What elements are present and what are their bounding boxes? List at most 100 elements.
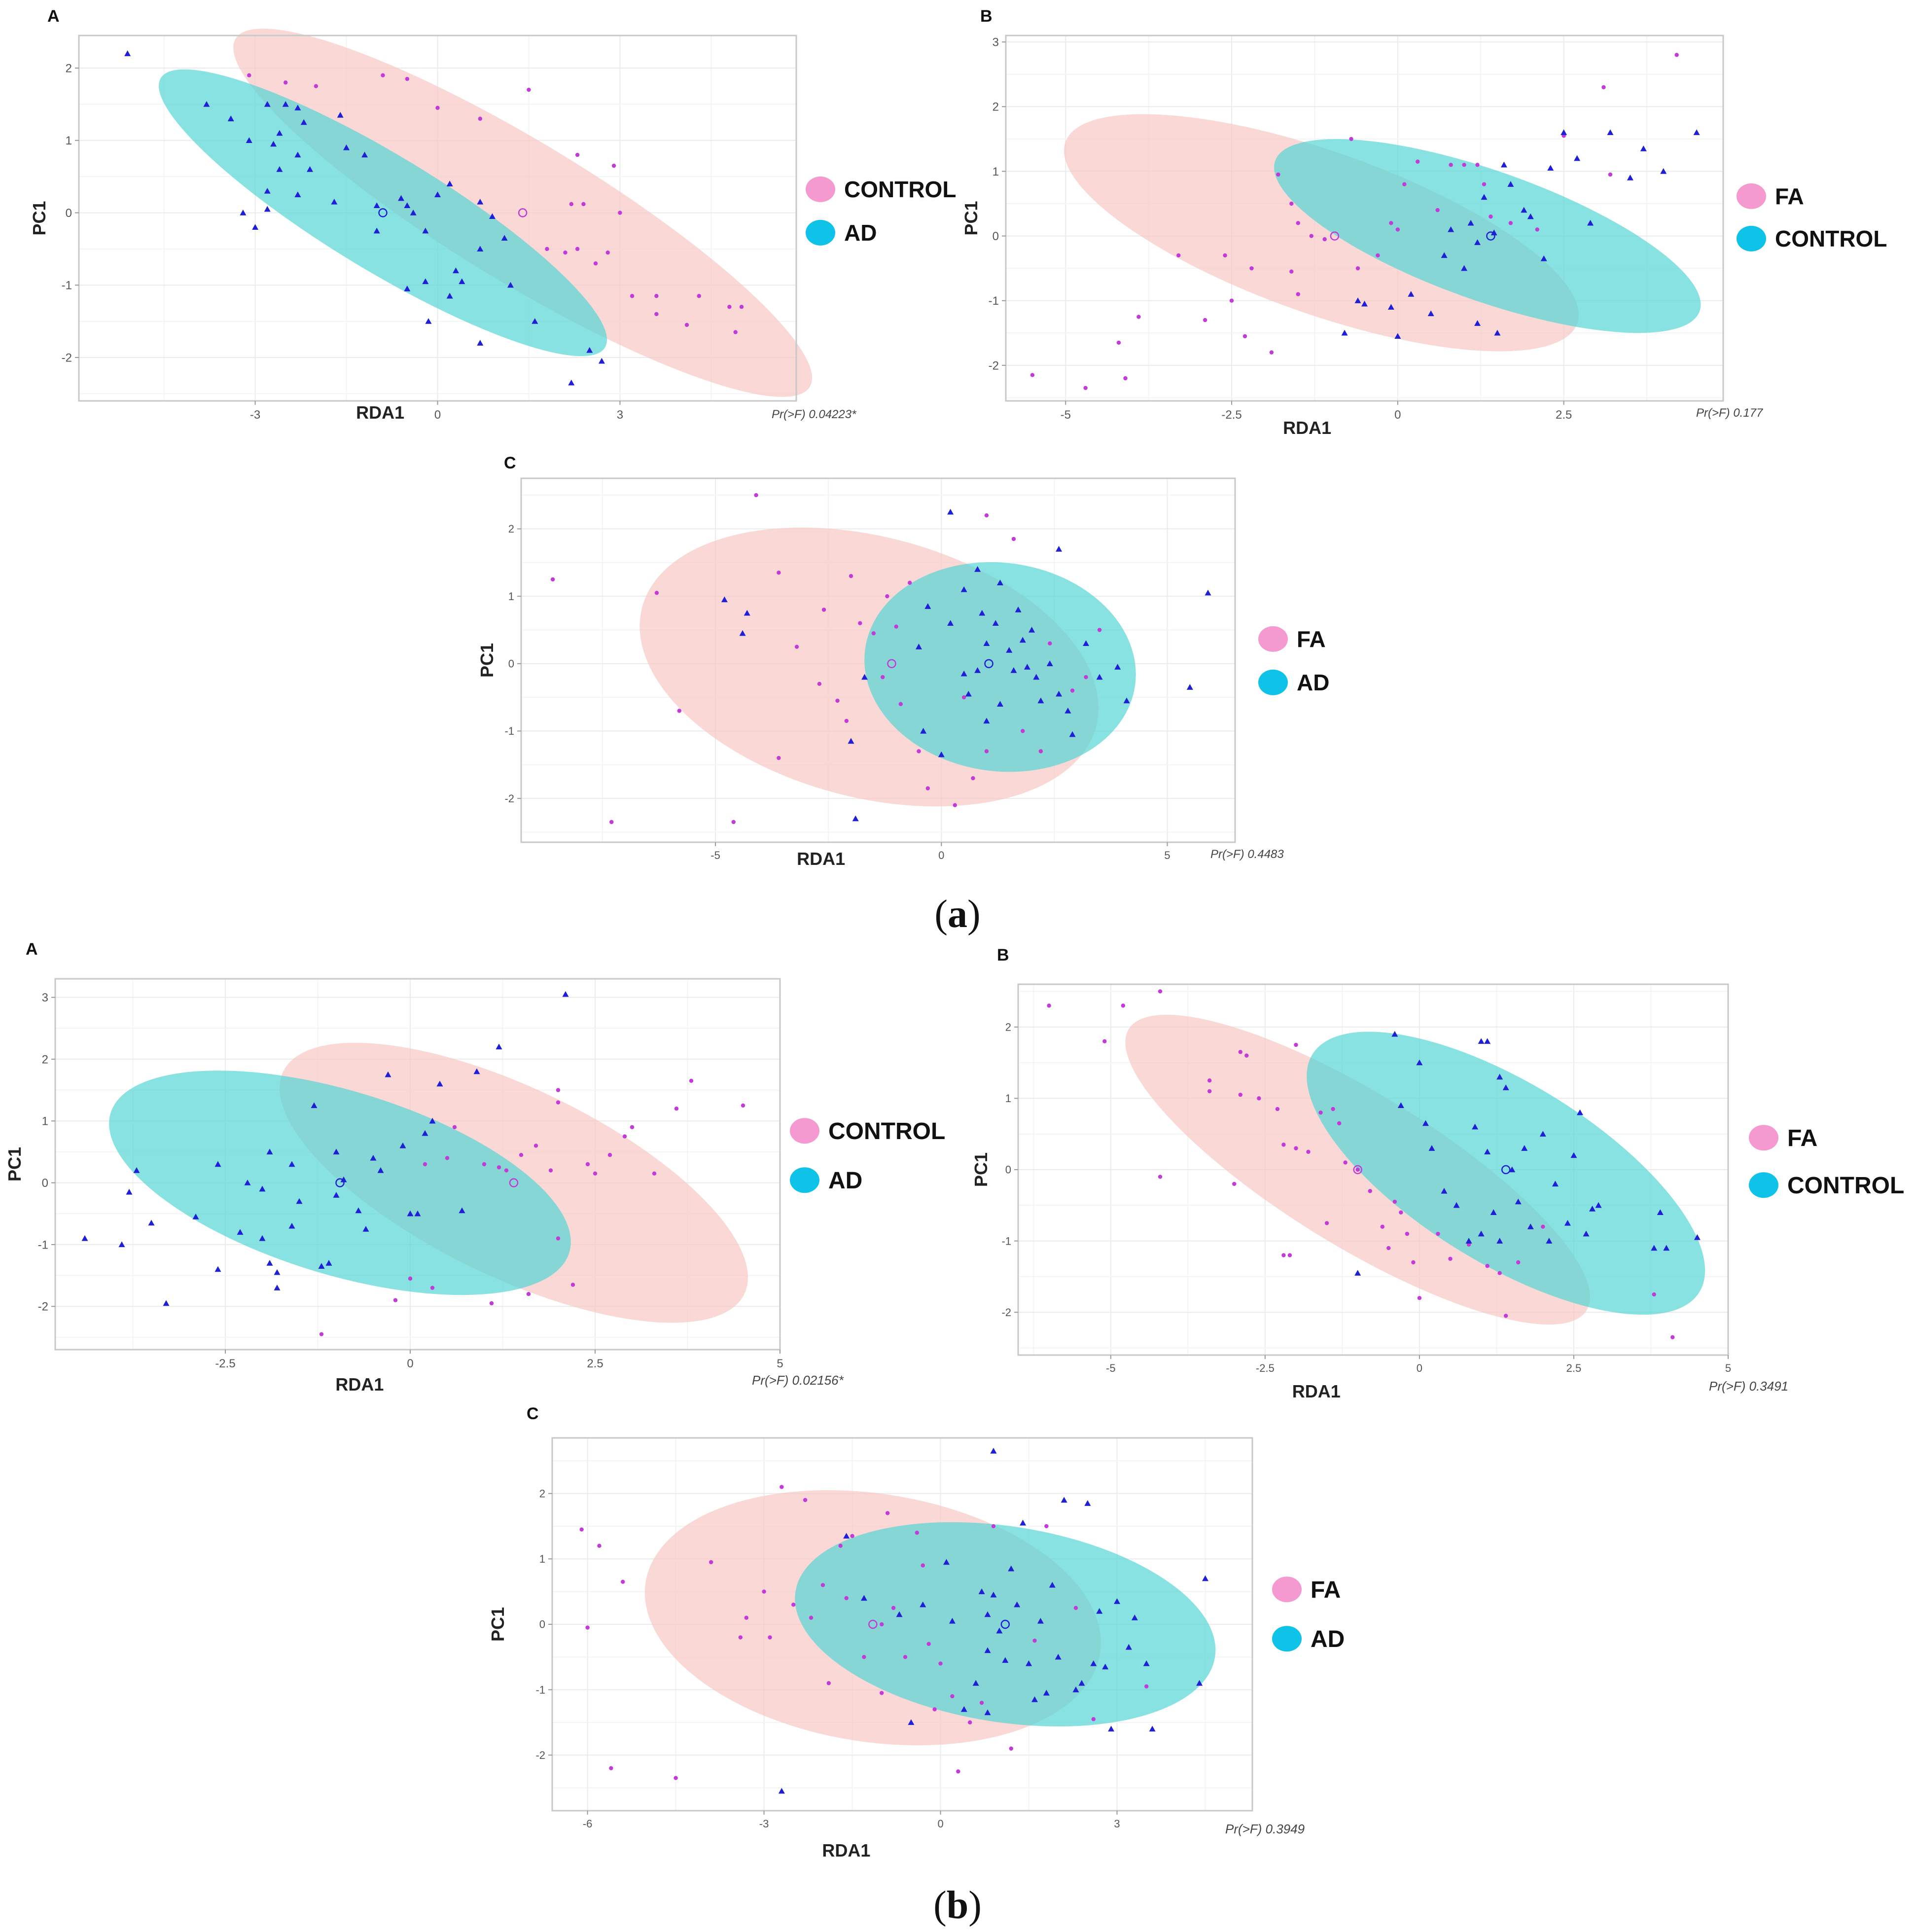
data-point-ad [501, 235, 508, 241]
centroid-ad [1000, 1619, 1010, 1629]
data-point-fa [1601, 85, 1606, 90]
x-tick-label: -5 [710, 849, 720, 861]
centroid-control [509, 1178, 519, 1187]
data-point-control [319, 1332, 324, 1336]
data-point-fa [1475, 163, 1480, 167]
data-point-fa [984, 749, 989, 753]
data-point-fa [956, 1769, 960, 1774]
plot-area: -2.5 0 2.5 5 -2 -1 0 1 2 3 RDA1 PC1 [4, 978, 783, 1395]
data-point-control [1539, 1131, 1546, 1137]
data-point-fa [1497, 1271, 1502, 1275]
data-point-fa [1449, 163, 1453, 167]
data-point-ad [288, 1161, 295, 1167]
data-point-ad [1205, 589, 1211, 596]
data-point-fa [1030, 373, 1035, 377]
data-point-ad [1006, 647, 1013, 653]
data-point-control [533, 1144, 538, 1148]
data-point-fa [871, 631, 876, 636]
data-point-ad [978, 1588, 985, 1594]
data-point-ad [259, 1185, 266, 1192]
p-value-annotation: Pr(>F) 0.02156* [752, 1373, 844, 1388]
data-point-ad [473, 1068, 480, 1074]
data-point-fa [1287, 1253, 1292, 1257]
caption-a: (a) [934, 893, 980, 936]
data-point-ad [1131, 1614, 1138, 1620]
confidence-ellipse-ad [864, 562, 1136, 772]
panel-label: C [527, 1404, 539, 1423]
panel-label: B [980, 7, 993, 26]
data-point-fa [950, 1694, 955, 1699]
data-point-fa [1324, 1221, 1329, 1225]
data-point-control [739, 305, 744, 309]
data-point-control [630, 1125, 635, 1129]
centroid-control [1501, 1165, 1511, 1175]
data-point-ad [1020, 1519, 1027, 1526]
data-point-ad [252, 224, 259, 230]
data-point-ad [1037, 697, 1044, 704]
y-tick-label: 2 [508, 523, 514, 535]
legend-swatch-fa [1272, 1576, 1302, 1603]
x-axis-title: RDA1 [822, 1840, 870, 1860]
legend-swatch-control [1737, 225, 1766, 251]
data-point-control [1453, 1202, 1460, 1208]
data-point-control [1448, 226, 1454, 232]
data-point-control [423, 1162, 427, 1167]
data-point-fa [1281, 1253, 1286, 1257]
data-point-ad [960, 670, 967, 677]
caption-b: (b) [933, 1884, 982, 1927]
data-point-fa [1158, 1175, 1163, 1179]
data-point-ad [1043, 1689, 1050, 1696]
data-point-fa [1489, 215, 1493, 219]
data-point-ad [908, 1719, 915, 1725]
centroid-ad [378, 208, 388, 217]
data-point-control [1515, 1198, 1522, 1205]
data-point-control [393, 1298, 398, 1302]
data-point-ad [1055, 1653, 1062, 1660]
data-point-control [697, 294, 701, 298]
data-point-ad [920, 728, 927, 734]
data-point-ad [459, 1207, 465, 1214]
centroid-fa [887, 659, 896, 669]
data-point-fa [1038, 749, 1043, 753]
data-point-control [1484, 1148, 1491, 1155]
data-point-ad [203, 101, 210, 107]
data-point-ad [1125, 1644, 1132, 1650]
data-point-fa [1257, 1096, 1261, 1101]
data-point-control [548, 1168, 553, 1173]
data-point-fa [674, 1776, 678, 1780]
data-point-ad [489, 213, 496, 219]
legend-label-fa: FA [1787, 1125, 1817, 1151]
data-point-ad [1114, 1598, 1121, 1604]
data-point-control [519, 1153, 524, 1157]
data-point-fa [1289, 201, 1294, 206]
y-axis-title: PC1 [971, 1152, 991, 1187]
data-point-control [611, 163, 616, 168]
chart-b-C: -6 -3 0 3 -2 -1 0 1 2 RDA1 PC1 C FA AD Pr(>F) 0.39… [488, 1404, 1345, 1860]
y-tick-label: -2 [504, 792, 514, 805]
data-point-control [1354, 1270, 1361, 1276]
data-point-ad [422, 278, 429, 285]
data-point-fa [1448, 1256, 1453, 1261]
data-point-ad [1064, 708, 1071, 714]
data-point-ad [407, 1210, 414, 1216]
data-point-ad [244, 1180, 251, 1185]
legend-swatch-ad [1258, 669, 1288, 695]
data-point-ad [477, 340, 484, 346]
data-point-ad [1096, 674, 1103, 680]
data-point-control [1657, 1209, 1664, 1215]
y-tick-label: 1 [993, 165, 999, 179]
data-point-control [1474, 320, 1481, 326]
data-point-ad [1028, 627, 1035, 633]
x-tick-label: -6 [583, 1818, 593, 1830]
data-point-ad [983, 640, 990, 646]
data-point-control [556, 1236, 561, 1241]
data-point-ad [1072, 1686, 1079, 1692]
data-point-ad [721, 596, 728, 603]
data-point-ad [896, 1611, 903, 1617]
y-tick-label: -2 [989, 359, 999, 372]
data-point-ad [1008, 1565, 1015, 1572]
data-point-fa [1296, 221, 1300, 225]
data-point-fa [585, 1625, 590, 1630]
data-point-fa [1670, 1335, 1675, 1340]
